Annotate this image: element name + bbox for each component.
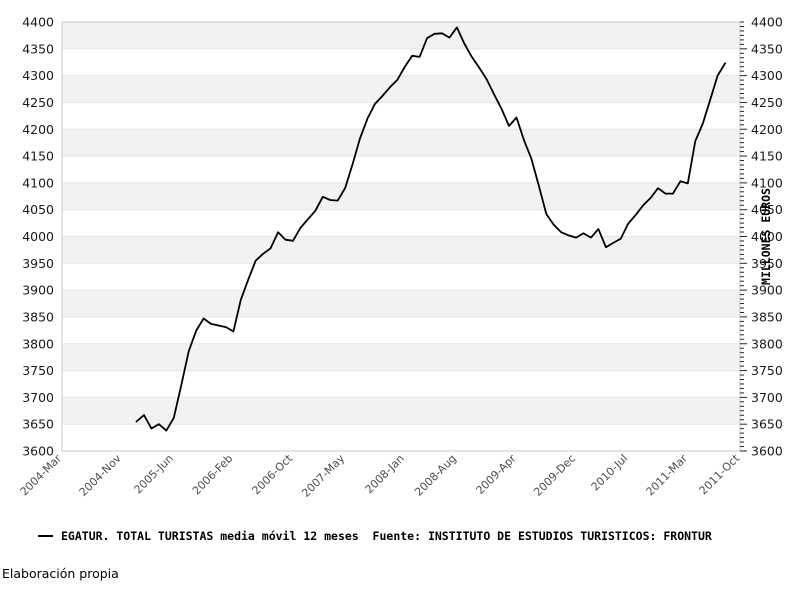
- svg-text:4150: 4150: [751, 149, 783, 164]
- x-tick-label: 2006-Oct: [250, 451, 296, 497]
- right-axis-ticks: [740, 21, 747, 452]
- svg-text:3650: 3650: [751, 417, 783, 432]
- data-line-egatur: [135, 26, 726, 432]
- x-tick-label: 2011-Oct: [697, 451, 743, 497]
- legend-label: EGATUR. TOTAL TURISTAS media móvil 12 me…: [61, 529, 712, 543]
- svg-text:3800: 3800: [22, 336, 54, 351]
- svg-text:4000: 4000: [751, 229, 783, 244]
- svg-text:3950: 3950: [751, 256, 783, 271]
- y-axis-right-labels: 3600 3650 3700 3750 3800 3850 3900 3950 4000 4050…: [751, 15, 783, 459]
- svg-text:3800: 3800: [751, 336, 783, 351]
- svg-text:3850: 3850: [22, 309, 54, 324]
- legend-line-marker: [38, 535, 53, 537]
- y-axis-left-labels: 3600 3650 3700 3750 3800 3850 3900 3950 4000 4050…: [22, 15, 54, 459]
- svg-text:4000: 4000: [22, 229, 54, 244]
- background-stripes: [62, 22, 740, 425]
- svg-text:4350: 4350: [22, 41, 54, 56]
- svg-text:4300: 4300: [751, 68, 783, 83]
- svg-text:4100: 4100: [22, 175, 54, 190]
- svg-text:3900: 3900: [751, 283, 783, 298]
- attribution-note: Elaboración propia: [2, 566, 119, 581]
- x-tick-label: 2005-Jun: [131, 452, 175, 496]
- x-tick-label: 2004-Nov: [77, 452, 124, 499]
- svg-text:4150: 4150: [22, 149, 54, 164]
- x-tick-label: 2011-Mar: [643, 452, 690, 499]
- y-axis-title-right: MILLONES EUROS: [759, 188, 773, 285]
- x-tick-label: 2010-Jul: [589, 452, 631, 494]
- svg-text:4200: 4200: [751, 122, 783, 137]
- svg-text:3600: 3600: [22, 444, 54, 459]
- svg-text:4050: 4050: [22, 202, 54, 217]
- svg-text:4300: 4300: [22, 68, 54, 83]
- x-tick-label: 2006-Feb: [190, 452, 236, 498]
- svg-text:3700: 3700: [22, 390, 54, 405]
- svg-text:3750: 3750: [22, 363, 54, 378]
- svg-text:4050: 4050: [751, 202, 783, 217]
- x-tick-label: 2007-May: [299, 452, 347, 500]
- svg-text:3850: 3850: [751, 309, 783, 324]
- svg-text:3900: 3900: [22, 283, 54, 298]
- x-tick-label: 2009-Apr: [474, 452, 519, 497]
- svg-text:4200: 4200: [22, 122, 54, 137]
- svg-text:4350: 4350: [751, 41, 783, 56]
- svg-text:4400: 4400: [22, 15, 54, 30]
- x-axis-labels: 2004-Mar 2004-Nov 2005-Jun 2006-Feb 2006-Oct…: [18, 451, 743, 499]
- svg-text:4250: 4250: [22, 95, 54, 110]
- x-tick-label: 2009-Dec: [531, 452, 578, 499]
- x-tick-label: 2004-Mar: [18, 452, 65, 499]
- svg-text:4250: 4250: [751, 95, 783, 110]
- x-tick-label: 2008-Jan: [363, 452, 407, 496]
- line-chart-canvas: 3600 3650 3700 3750 3800 3850 3900 3950 4000 4050…: [18, 15, 783, 500]
- svg-text:4400: 4400: [751, 15, 783, 30]
- svg-text:3950: 3950: [22, 256, 54, 271]
- svg-text:3700: 3700: [751, 390, 783, 405]
- x-tick-label: 2008-Aug: [412, 452, 459, 499]
- svg-text:3750: 3750: [751, 363, 783, 378]
- svg-text:3600: 3600: [751, 444, 783, 459]
- svg-text:4100: 4100: [751, 175, 783, 190]
- svg-text:3650: 3650: [22, 417, 54, 432]
- chart-legend: EGATUR. TOTAL TURISTAS media móvil 12 me…: [38, 529, 712, 543]
